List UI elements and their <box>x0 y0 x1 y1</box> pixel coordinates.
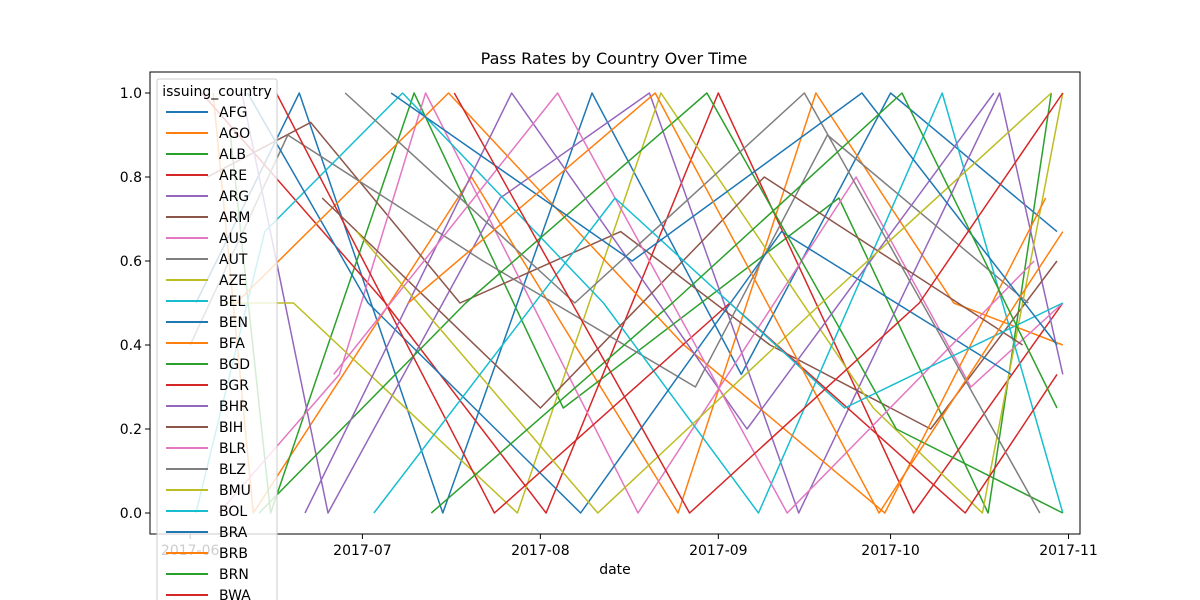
y-tick-label: 0.2 <box>120 422 142 438</box>
x-axis: 2017-062017-072017-082017-092017-102017-… <box>161 534 1098 559</box>
legend-label: ARM <box>219 210 250 226</box>
series-line-bol <box>373 197 1064 514</box>
legend-label: AUT <box>219 252 248 268</box>
series-line-arm <box>207 121 1058 430</box>
x-tick-label: 2017-08 <box>511 543 570 559</box>
series-line-aze <box>224 92 1064 514</box>
legend-label: BHR <box>219 399 249 415</box>
legend-label: BRA <box>219 525 248 541</box>
series-line-bra <box>390 92 1058 346</box>
legend-label: BMU <box>219 483 251 499</box>
x-tick-label: 2017-11 <box>1039 543 1098 559</box>
series-line-brn <box>430 92 1058 514</box>
legend-title: issuing_country <box>162 84 272 100</box>
series-line-afg <box>195 92 1058 514</box>
plot-lines <box>189 92 1064 514</box>
legend-label: AFG <box>219 105 247 121</box>
series-line-arg <box>241 92 1064 514</box>
legend-box <box>156 78 278 600</box>
series-line-bfa <box>235 92 1047 514</box>
y-tick-label: 0.4 <box>120 338 142 354</box>
legend-label: BFA <box>219 336 245 352</box>
legend-label: BWA <box>219 588 251 600</box>
y-tick-label: 0.8 <box>120 170 142 186</box>
legend-label: BLR <box>219 441 246 457</box>
legend-label: BOL <box>219 504 247 520</box>
chart-title: Pass Rates by Country Over Time <box>481 49 748 68</box>
x-axis-title: date <box>599 562 631 578</box>
legend-label: ARE <box>219 168 247 184</box>
series-line-bgd <box>258 92 1064 514</box>
plot-frame <box>149 71 1081 535</box>
y-axis: 0.0 0.2 0.4 0.6 0.8 1.0 <box>120 86 150 522</box>
legend-label: AUS <box>219 231 248 247</box>
series-line-aus <box>218 92 1064 514</box>
legend-label: BLZ <box>219 462 246 478</box>
x-tick-label: 2017-10 <box>861 543 920 559</box>
x-tick-label: 2017-07 <box>333 543 392 559</box>
y-tick-label: 0.6 <box>120 254 142 270</box>
series-line-blz <box>344 92 1041 514</box>
series-line-bwa <box>453 92 1064 514</box>
legend-label: BGR <box>219 378 249 394</box>
legend: issuing_country AFG AGO ALB ARE ARG ARM AUS AUT… <box>156 78 278 600</box>
legend-label: BRB <box>219 546 248 562</box>
series-line-ben <box>246 92 1012 514</box>
series-line-blr <box>333 92 1035 514</box>
legend-label: AZE <box>219 273 247 289</box>
legend-label: AGO <box>219 126 250 142</box>
x-tick-label: 2017-09 <box>689 543 748 559</box>
series-line-alb <box>229 92 1053 514</box>
series-line-bgr <box>275 92 1058 514</box>
legend-label: BIH <box>219 420 243 436</box>
legend-label: BGD <box>219 357 250 373</box>
y-tick-label: 1.0 <box>120 86 142 102</box>
series-line-brb <box>407 92 1064 514</box>
legend-label: ARG <box>219 189 249 205</box>
y-tick-label: 0.0 <box>120 506 142 522</box>
legend-label: BRN <box>219 567 249 583</box>
series-line-bih <box>321 176 1024 409</box>
legend-label: BEL <box>219 294 245 310</box>
legend-items: AFG AGO ALB ARE ARG ARM AUS AUT AZE BEL BEN BFA BGD B… <box>166 105 251 600</box>
series-line-bmu <box>356 92 1052 514</box>
legend-label: ALB <box>219 147 246 163</box>
legend-label: BEN <box>219 315 248 331</box>
series-line-are <box>201 92 1064 514</box>
